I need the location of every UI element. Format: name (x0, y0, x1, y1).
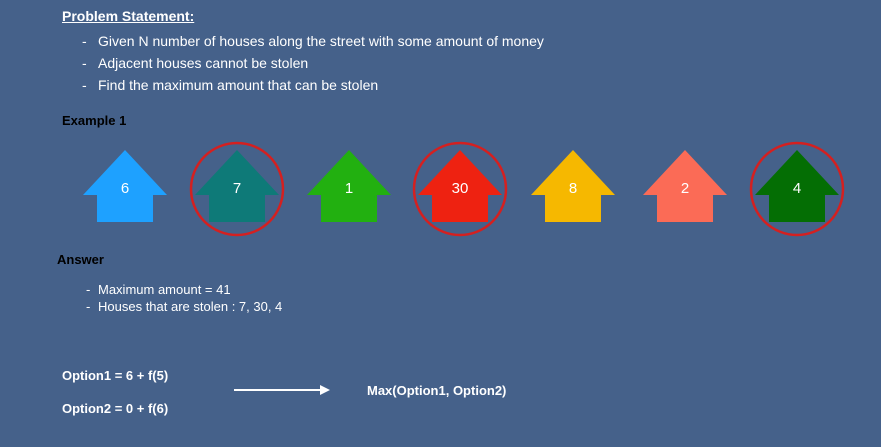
house-value: 30 (452, 180, 469, 197)
option1-formula: Option1 = 6 + f(5) (62, 368, 169, 383)
answer-max-amount: Maximum amount = 41 (98, 282, 231, 297)
house: 4 (749, 141, 845, 237)
house: 1 (307, 150, 391, 222)
answer-line: - Houses that are stolen : 7, 30, 4 (86, 298, 282, 315)
problem-bullet-text: Find the maximum amount that can be stol… (98, 77, 379, 93)
problem-bullet: - Find the maximum amount that can be sto… (82, 74, 544, 96)
problem-bullet-text: Given N number of houses along the stree… (98, 33, 544, 49)
house-value: 2 (681, 180, 689, 197)
house-shape (307, 150, 391, 222)
selected-circle (189, 141, 285, 237)
problem-bullet: - Adjacent houses cannot be stolen (82, 52, 544, 74)
bullet-dash: - (86, 282, 91, 297)
problem-bullet-list: - Given N number of houses along the stre… (82, 30, 544, 96)
bullet-dash: - (82, 55, 87, 71)
problem-bullet: - Given N number of houses along the stre… (82, 30, 544, 52)
answer-title: Answer (57, 252, 104, 267)
bullet-dash: - (82, 77, 87, 93)
bullet-dash: - (82, 33, 87, 49)
right-arrow-icon (234, 385, 330, 395)
max-expression: Max(Option1, Option2) (367, 383, 507, 398)
house-value: 6 (121, 180, 129, 197)
house-value: 4 (793, 180, 801, 197)
problem-statement-title: Problem Statement: (62, 8, 195, 24)
answer-list: - Maximum amount = 41 - Houses that are st… (86, 281, 282, 315)
bullet-dash: - (86, 299, 91, 314)
selected-circle (412, 141, 508, 237)
example-title: Example 1 (62, 113, 127, 128)
house-value: 8 (569, 180, 577, 197)
option2-formula: Option2 = 0 + f(6) (62, 401, 169, 416)
houses-row: 6 7 1 30 8 2 4 (83, 141, 845, 237)
answer-line: - Maximum amount = 41 (86, 281, 282, 298)
answer-stolen-houses: Houses that are stolen : 7, 30, 4 (98, 299, 283, 314)
house: 8 (531, 150, 615, 222)
house-shape (418, 150, 502, 222)
house: 30 (412, 141, 508, 237)
house-shape (643, 150, 727, 222)
selected-circle (749, 141, 845, 237)
house: 2 (643, 150, 727, 222)
house-shape (83, 150, 167, 222)
house: 6 (83, 150, 167, 222)
house: 7 (189, 141, 285, 237)
house-shape (531, 150, 615, 222)
house-shape (195, 150, 279, 222)
problem-bullet-text: Adjacent houses cannot be stolen (98, 55, 309, 71)
house-shape (755, 150, 839, 222)
house-value: 7 (233, 180, 241, 197)
house-value: 1 (345, 180, 353, 197)
